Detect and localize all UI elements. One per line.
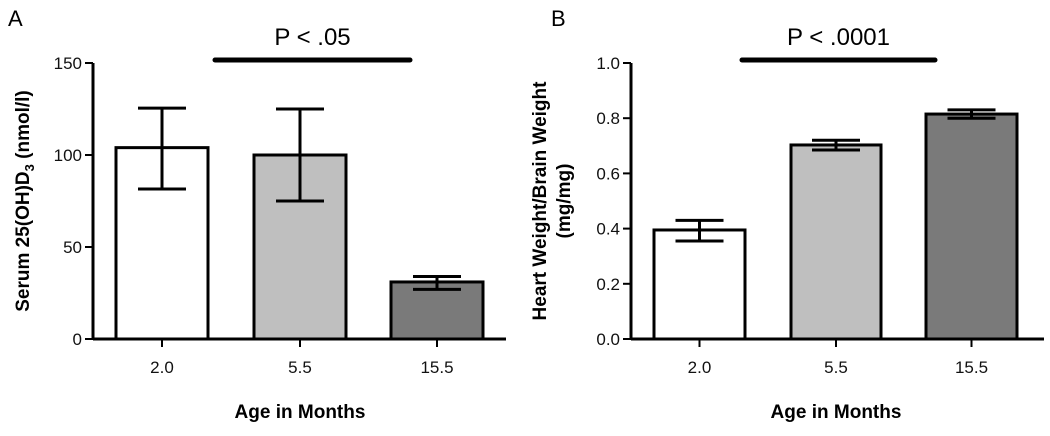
panel-b-y-tick-label: 0.6: [596, 164, 620, 183]
panel-a-significance-label: P < .05: [274, 24, 350, 51]
panel-b-bar-2.0: [652, 228, 747, 341]
y-axis-label-b-line1: Heart Weight/Brain Weight: [530, 81, 551, 321]
panel-b-y-tick-label: 0.2: [596, 275, 620, 294]
panel-label-b: B: [551, 6, 566, 31]
y-axis-label-b-line2: (mg/mg): [554, 164, 575, 239]
panel-b-x-tick-label: 15.5: [955, 358, 988, 377]
x-axis-label-a: Age in Months: [235, 402, 366, 423]
panel-a-x-tick-label: 5.5: [288, 358, 312, 377]
panel-b-y-tick-label: 0.8: [596, 109, 620, 128]
panel-label-a: A: [8, 6, 23, 31]
panel-b-y-tick-label: 0.4: [596, 220, 620, 239]
panel-a-y-tick-label: 0: [73, 330, 82, 349]
panel-a: A Serum 25(OH)D3 (nmol/l) Age in Months …: [8, 6, 506, 423]
panel-b-y-tick-label: 0.0: [596, 330, 620, 349]
y-axis-label-a: Serum 25(OH)D3 (nmol/l): [13, 90, 37, 312]
panel-a-error-bar-2.0: [138, 106, 186, 191]
panel-a-bar-15.5: [389, 280, 485, 341]
panel-b-error-bar-2.0: [675, 218, 724, 243]
panel-b-x-tick-label: 2.0: [688, 358, 712, 377]
panel-b-error-bar-15.5: [947, 108, 996, 120]
panel-a-y-tick-label: 100: [54, 146, 82, 165]
panel-a-error-bar-15.5: [413, 274, 461, 291]
panel-b-x-tick-label: 5.5: [824, 358, 848, 377]
panel-a-y-tick-label: 150: [54, 54, 82, 73]
panel-a-error-bar-5.5: [276, 107, 324, 203]
panel-b: B Heart Weight/Brain Weight (mg/mg) Age …: [530, 6, 1044, 423]
panel-b-bar-5.5: [789, 143, 883, 341]
panel-b-y-tick-label: 1.0: [596, 54, 620, 73]
panel-a-y-tick-label: 50: [63, 238, 82, 257]
panel-a-x-tick-label: 2.0: [150, 358, 174, 377]
panel-b-significance-label: P < .0001: [787, 24, 890, 51]
x-axis-label-b: Age in Months: [771, 402, 902, 423]
panel-b-bar-15.5: [924, 112, 1019, 341]
panel-a-x-tick-label: 15.5: [420, 358, 453, 377]
panel-b-error-bar-5.5: [812, 138, 860, 152]
